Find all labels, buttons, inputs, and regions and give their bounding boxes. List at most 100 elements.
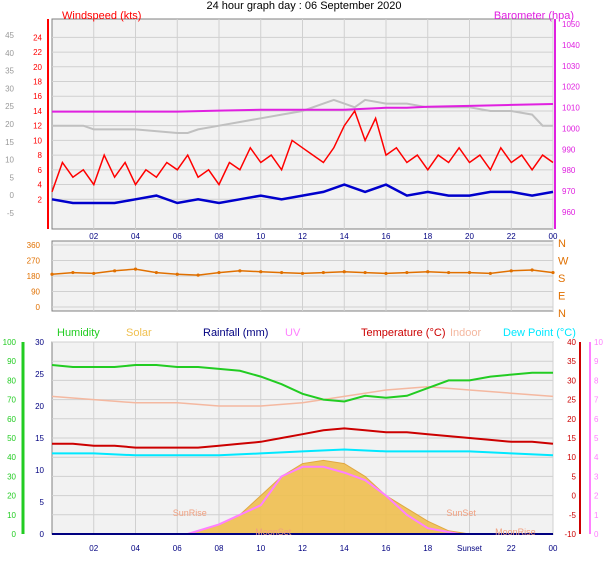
main-tick-label: 5 — [40, 498, 45, 507]
barometer-tick-label: 1040 — [562, 41, 580, 50]
wind-direction-point — [426, 270, 430, 274]
windspeed-outer-tick-label: 0 — [10, 191, 15, 200]
windspeed-outer-tick-label: 45 — [5, 31, 14, 40]
main-tick-label: 10 — [35, 466, 44, 475]
humidity-tick-label: 80 — [7, 376, 16, 385]
wind-x-tick-label: 16 — [382, 232, 391, 241]
wind-direction-point — [321, 270, 325, 275]
wind-direction-point — [467, 270, 472, 275]
wind-direction-point — [50, 272, 54, 276]
event-annotation: MoonSet — [255, 527, 292, 537]
barometer-tick-label: 990 — [562, 145, 576, 154]
legend-entry: Dew Point (°C) — [503, 327, 576, 339]
windspeed-tick-label: 6 — [38, 166, 43, 175]
windspeed-outer-tick-label: 15 — [5, 138, 14, 147]
main-tick-label: 25 — [35, 370, 44, 379]
event-annotation: SunRise — [173, 508, 207, 518]
humidity-tick-label: 60 — [7, 415, 16, 424]
thermo-x-tick-label: 22 — [507, 544, 516, 553]
wind-direction-point — [238, 269, 242, 273]
temperature-tick-label: 0 — [572, 492, 577, 501]
wind-x-tick-label: 22 — [507, 232, 516, 241]
wind-x-tick-label: 10 — [256, 232, 265, 241]
windspeed-tick-label: 12 — [33, 122, 42, 131]
temperature-tick-label: -10 — [564, 530, 576, 539]
temperature-tick-label: 5 — [572, 472, 577, 481]
temperature-tick-label: 20 — [567, 415, 576, 424]
uv-tick-label: 4 — [594, 453, 599, 462]
wind-x-tick-label: 06 — [173, 232, 182, 241]
wind-x-tick-label: 18 — [423, 232, 432, 241]
windspeed-tick-label: 14 — [33, 107, 42, 116]
main-tick-label: 20 — [35, 402, 44, 411]
temperature-tick-label: 35 — [567, 357, 576, 366]
main-tick-label: 0 — [40, 530, 45, 539]
compass-label: S — [558, 273, 565, 285]
wind-direction-point — [71, 270, 75, 275]
barometer-tick-label: 960 — [562, 208, 576, 217]
windspeed-average-line — [51, 183, 554, 205]
dew-point-line — [52, 448, 554, 457]
temperature-tick-label: 10 — [567, 453, 576, 462]
wind-direction-point — [342, 270, 346, 274]
uv-tick-label: 9 — [594, 357, 599, 366]
legend-entry: Temperature (°C) — [361, 327, 445, 339]
direction-tick-label: 360 — [27, 241, 41, 250]
wind-direction-point — [154, 270, 158, 275]
direction-tick-label: 270 — [27, 257, 41, 266]
wind-x-tick-label: 00 — [549, 232, 558, 241]
wind-direction-point — [175, 272, 179, 276]
thermo-x-tick-label: Sunset — [457, 544, 483, 553]
windspeed-tick-label: 24 — [33, 33, 42, 42]
thermo-x-tick-label: 16 — [382, 544, 391, 553]
humidity-tick-label: 10 — [7, 511, 16, 520]
windspeed-tick-label: 4 — [38, 181, 43, 190]
uv-tick-label: 5 — [594, 434, 599, 443]
thermo-x-tick-label: 18 — [423, 544, 432, 553]
barometer-tick-label: 980 — [562, 166, 576, 175]
humidity-tick-label: 0 — [12, 530, 17, 539]
wind-direction-point — [509, 269, 513, 273]
humidity-tick-label: 90 — [7, 357, 16, 366]
uv-line — [187, 465, 460, 535]
compass-label: E — [558, 291, 565, 303]
compass-label: N — [558, 238, 566, 250]
windspeed-tick-label: 10 — [33, 136, 42, 145]
humidity-tick-label: 70 — [7, 396, 16, 405]
windspeed-tick-label: 20 — [33, 63, 42, 72]
humidity-tick-label: 30 — [7, 472, 16, 481]
main-tick-label: 15 — [35, 434, 44, 443]
humidity-tick-label: 100 — [3, 338, 17, 347]
direction-tick-label: 180 — [27, 272, 41, 281]
windspeed-axis-label: Windspeed (kts) — [62, 10, 141, 22]
thermo-x-tick-label: 04 — [131, 544, 140, 553]
windspeed-outer-tick-label: 25 — [5, 102, 14, 111]
wind-direction-point — [530, 268, 534, 272]
wind-x-tick-label: 02 — [89, 232, 98, 241]
pressure-reference-line — [52, 98, 553, 134]
wind-x-tick-label: 12 — [298, 232, 307, 241]
wind-direction-point — [300, 271, 305, 276]
uv-tick-label: 8 — [594, 376, 599, 385]
event-annotation: SunSet — [446, 508, 476, 518]
wind-x-tick-label: 08 — [215, 232, 224, 241]
thermo-x-tick-label: 00 — [549, 544, 558, 553]
wind-x-tick-label: 20 — [465, 232, 474, 241]
windspeed-outer-tick-label: 5 — [10, 173, 15, 182]
thermo-x-tick-label: 02 — [89, 544, 98, 553]
wind-direction-point — [217, 270, 221, 275]
wind-direction-point — [113, 269, 117, 273]
windspeed-outer-tick-label: 20 — [5, 120, 14, 129]
wind-direction-point — [363, 270, 367, 275]
wind-direction-point — [488, 271, 492, 276]
barometer-tick-label: 1000 — [562, 124, 580, 133]
direction-tick-label: 90 — [31, 288, 40, 297]
thermo-x-tick-label: 10 — [256, 544, 265, 553]
windspeed-outer-tick-label: -5 — [7, 209, 15, 218]
temperature-tick-label: 25 — [567, 396, 576, 405]
wind-direction-point — [196, 273, 200, 277]
wind-x-tick-label: 04 — [131, 232, 140, 241]
temperature-tick-label: 30 — [567, 376, 576, 385]
temperature-tick-label: -5 — [569, 511, 577, 520]
